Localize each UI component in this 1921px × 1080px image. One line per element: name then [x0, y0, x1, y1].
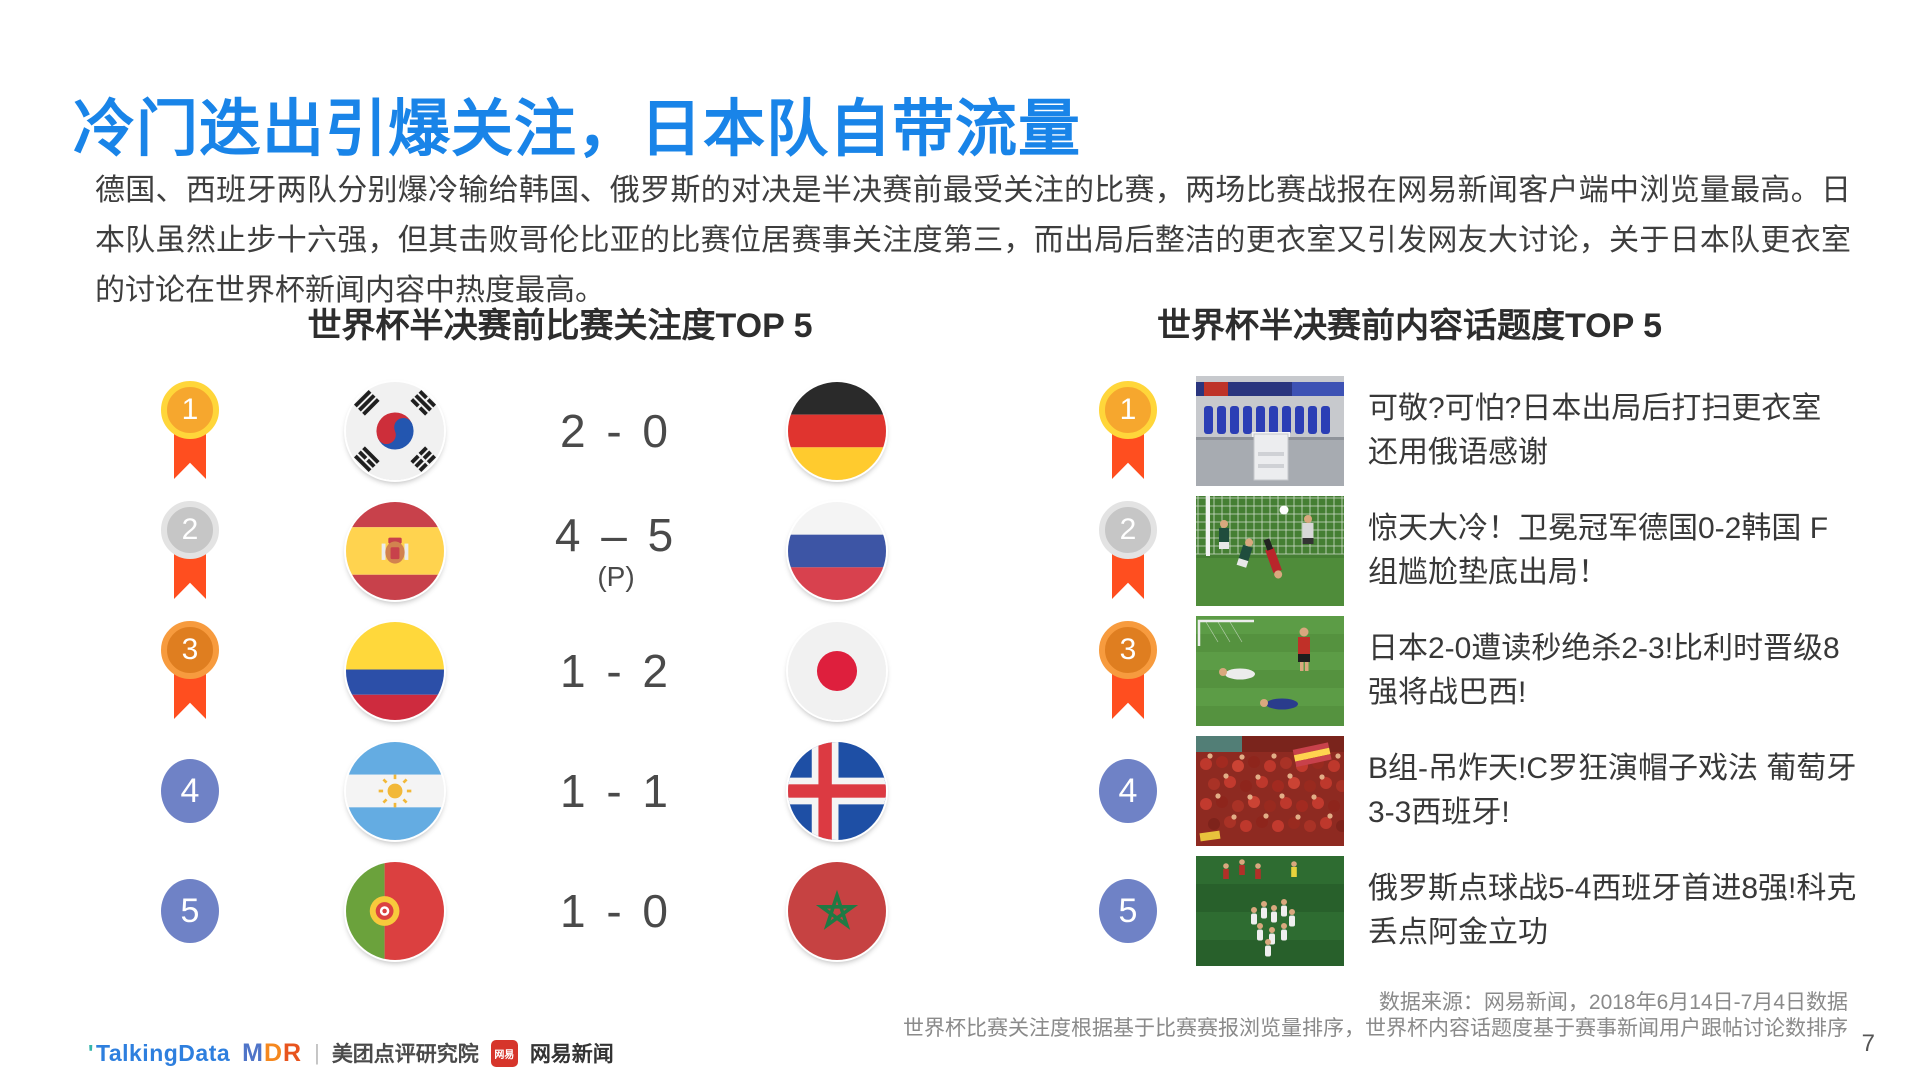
rank-number: 1: [181, 393, 199, 426]
rank-1-medal-icon: 1: [160, 381, 220, 481]
morocco-flag-icon: [788, 862, 886, 960]
penalty-note: (P): [597, 561, 635, 592]
match-score: 1 - 0: [559, 885, 673, 937]
mdr-logo: MDR: [242, 1038, 303, 1067]
match-row-4: 4 1 - 1: [130, 731, 920, 851]
rank-number: 2: [1119, 513, 1137, 546]
intro-paragraph: 德国、西班牙两队分别爆冷输给韩国、俄罗斯的对决是半决赛前最受关注的比赛，两场比赛…: [95, 174, 1851, 307]
russia-flag-icon: [788, 502, 886, 600]
news-photo-red-crowd: [1196, 736, 1344, 846]
news-headline: 日本2-0遭读秒绝杀2-3!比利时晋级8强将战巴西!: [1368, 632, 1840, 709]
news-headline: B组-吊炸天!C罗狂演帽子戏法 葡萄牙3-3西班牙!: [1368, 752, 1857, 829]
match-score: 1 - 2: [559, 645, 673, 697]
netease-badge-icon: 网易: [490, 1039, 518, 1067]
rank-2-medal-icon: 2: [160, 501, 220, 601]
rank-4-badge: 4: [160, 741, 220, 841]
portugal-flag-icon: [346, 862, 444, 960]
footer-logos: 'TalkingData MDR | 美团点评研究院 网易 网易新闻: [88, 1038, 614, 1068]
south-korea-flag-icon: [346, 382, 444, 480]
rank-3-medal-icon: 3: [1098, 621, 1158, 721]
news-row-4: 4 B组-吊炸天!C罗狂演帽子戏法 葡萄牙3-3西班牙!: [1068, 731, 1868, 851]
data-source-note-1: 数据来源：网易新闻，2018年6月14日-7月4日数据: [1378, 991, 1848, 1014]
match-row-5: 5 1 - 0: [130, 851, 920, 971]
rank-number: 2: [181, 513, 199, 546]
news-row-3: 3 日本2-0遭读秒绝杀2-3!比利时晋级8强将战巴西!: [1068, 611, 1868, 731]
news-photo-locker-room: [1196, 376, 1344, 486]
match-row-2: 2 4 – 5 (P): [130, 491, 920, 611]
argentina-flag-icon: [346, 742, 444, 840]
spain-flag-icon: [346, 502, 444, 600]
rank-4-badge: 4: [1098, 741, 1158, 841]
rank-number: 1: [1119, 393, 1137, 426]
match-row-1: 1 2 - 0: [130, 371, 920, 491]
news-headline: 俄罗斯点球战5-4西班牙首进8强!科克丢点阿金立功: [1368, 872, 1857, 949]
rank-number: 4: [1118, 771, 1138, 810]
japan-flag-icon: [788, 622, 886, 720]
right-section-title: 世界杯半决赛前内容话题度TOP 5: [1157, 307, 1663, 345]
germany-flag-icon: [788, 382, 886, 480]
rank-number: 5: [1118, 891, 1138, 930]
rank-number: 5: [180, 891, 200, 930]
left-section-title: 世界杯半决赛前比赛关注度TOP 5: [307, 307, 813, 345]
talkingdata-logo: 'TalkingData: [88, 1039, 231, 1066]
news-photo-players-on-pitch: [1196, 616, 1344, 726]
news-photo-goal-scene: [1196, 496, 1344, 606]
rank-number: 3: [181, 633, 199, 666]
rank-5-badge: 5: [160, 861, 220, 961]
news-row-1: 1 可敬?可怕?日本出局后打扫更衣室 还用俄语感谢: [1068, 371, 1868, 491]
data-source-note-2: 世界杯比赛关注度根据基于比赛赛报浏览量排序，世界杯内容话题度基于赛事新闻用户跟帖…: [903, 1017, 1848, 1040]
match-score: 4 – 5 (P): [554, 509, 678, 592]
logo-divider: |: [314, 1040, 320, 1065]
netease-news-logo: 网易新闻: [529, 1043, 614, 1066]
rank-1-medal-icon: 1: [1098, 381, 1158, 481]
rank-number: 4: [180, 771, 200, 810]
colombia-flag-icon: [346, 622, 444, 720]
rank-3-medal-icon: 3: [160, 621, 220, 721]
match-score: 1 - 1: [559, 765, 673, 817]
match-row-3: 3 1 - 2: [130, 611, 920, 731]
news-row-2: 2 惊天大冷！卫冕冠军德国0-2韩国 F组尴尬垫底出局！: [1068, 491, 1868, 611]
news-photo-team-celebration: [1196, 856, 1344, 966]
rank-5-badge: 5: [1098, 861, 1158, 961]
iceland-flag-icon: [788, 742, 886, 840]
page-number: 7: [1861, 1030, 1875, 1057]
page-title: 冷门迭出引爆关注，日本队自带流量: [73, 95, 1082, 164]
rank-2-medal-icon: 2: [1098, 501, 1158, 601]
match-score: 2 - 0: [559, 405, 673, 457]
rank-number: 3: [1119, 633, 1137, 666]
news-headline: 惊天大冷！卫冕冠军德国0-2韩国 F组尴尬垫底出局！: [1368, 512, 1829, 589]
talkingdata-tick-icon: ': [88, 1039, 94, 1066]
meituan-research-label: 美团点评研究院: [331, 1043, 479, 1066]
news-headline: 可敬?可怕?日本出局后打扫更衣室 还用俄语感谢: [1368, 392, 1822, 469]
news-row-5: 5 俄罗斯点球战5-4西班牙首进8强!科克丢点阿金立功: [1068, 851, 1868, 971]
